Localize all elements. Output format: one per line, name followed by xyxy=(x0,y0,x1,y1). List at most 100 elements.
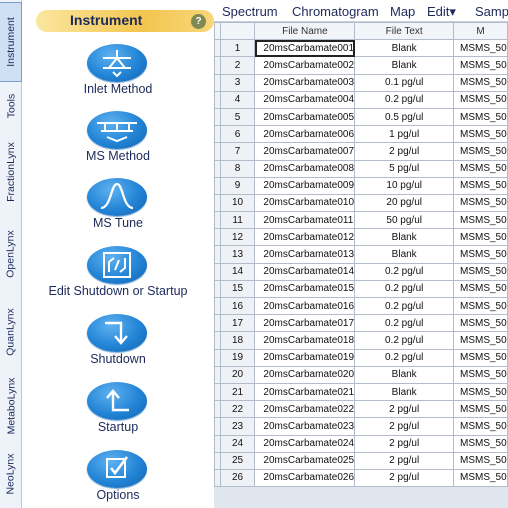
file-name-cell[interactable]: 20msCarbamate019 xyxy=(254,348,356,367)
menu-edit[interactable]: Edit▾ xyxy=(427,4,456,19)
table-row[interactable]: 20 20msCarbamate020 Blank MSMS_50 xyxy=(214,365,508,384)
file-text-cell[interactable]: 2 pg/ul xyxy=(354,417,454,436)
table-row[interactable]: 22 20msCarbamate022 2 pg/ul MSMS_50 xyxy=(214,400,508,419)
file-name-cell[interactable]: 20msCarbamate016 xyxy=(254,296,356,316)
table-row[interactable]: 14 20msCarbamate014 0.2 pg/ul MSMS_50 xyxy=(214,262,508,281)
row-number-cell[interactable]: 3 xyxy=(219,73,256,92)
ms-file-cell[interactable]: MSMS_50 xyxy=(452,451,508,470)
file-text-cell[interactable]: 5 pg/ul xyxy=(354,159,454,178)
table-row[interactable]: 6 20msCarbamate006 1 pg/ul MSMS_50 xyxy=(214,125,508,144)
row-number-cell[interactable]: 23 xyxy=(219,417,256,436)
shutdown-button[interactable]: Shutdown xyxy=(22,314,214,370)
file-name-cell[interactable]: 20msCarbamate021 xyxy=(254,382,356,402)
file-name-cell[interactable]: 20msCarbamate006 xyxy=(254,125,356,144)
file-text-cell[interactable]: 20 pg/ul xyxy=(354,193,454,213)
file-name-cell[interactable]: 20msCarbamate023 xyxy=(254,417,356,436)
ms-file-cell[interactable]: MSMS_50 xyxy=(452,279,508,299)
file-name-cell[interactable]: 20msCarbamate007 xyxy=(254,142,356,161)
file-name-cell[interactable]: 20msCarbamate018 xyxy=(254,331,356,350)
inlet-method-button[interactable]: Inlet Method xyxy=(22,44,214,100)
row-number-cell[interactable]: 16 xyxy=(219,296,256,316)
tab-quanlynx[interactable]: QuanLynx xyxy=(5,308,18,356)
file-text-cell[interactable]: 1 pg/ul xyxy=(354,125,454,144)
ms-tune-button[interactable]: MS Tune xyxy=(22,178,214,234)
tab-openlynx[interactable]: OpenLynx xyxy=(5,230,18,278)
file-text-cell[interactable]: 2 pg/ul xyxy=(354,400,454,419)
ms-file-cell[interactable]: MSMS_50 xyxy=(452,331,508,350)
table-row[interactable]: 19 20msCarbamate019 0.2 pg/ul MSMS_50 xyxy=(214,348,508,367)
row-number-cell[interactable]: 18 xyxy=(219,331,256,350)
file-name-cell[interactable]: 20msCarbamate017 xyxy=(254,314,356,333)
file-text-cell[interactable]: 0.2 pg/ul xyxy=(354,262,454,281)
ms-file-cell[interactable]: MSMS_50 xyxy=(452,211,508,230)
file-name-cell[interactable]: 20msCarbamate020 xyxy=(254,365,356,384)
row-number-cell[interactable]: 19 xyxy=(219,348,256,367)
row-number-cell[interactable]: 7 xyxy=(219,142,256,161)
table-row[interactable]: 4 20msCarbamate004 0.2 pg/ul MSMS_50 xyxy=(214,90,508,109)
row-number-cell[interactable]: 14 xyxy=(219,262,256,281)
row-number-cell[interactable]: 2 xyxy=(219,56,256,75)
table-row[interactable]: 17 20msCarbamate017 0.2 pg/ul MSMS_50 xyxy=(214,314,508,333)
ms-file-cell[interactable]: MSMS_50 xyxy=(452,193,508,213)
table-row[interactable]: 11 20msCarbamate011 50 pg/ul MSMS_50 xyxy=(214,211,508,230)
file-name-cell[interactable]: 20msCarbamate010 xyxy=(254,193,356,213)
table-row[interactable]: 5 20msCarbamate005 0.5 pg/ul MSMS_50 xyxy=(214,107,508,127)
table-row[interactable]: 7 20msCarbamate007 2 pg/ul MSMS_50 xyxy=(214,142,508,161)
row-number-cell[interactable]: 4 xyxy=(219,90,256,109)
file-name-cell[interactable]: 20msCarbamate013 xyxy=(254,245,356,264)
edit-shutdown-startup-button[interactable]: Edit Shutdown or Startup xyxy=(22,246,214,302)
row-number-cell[interactable]: 1 xyxy=(219,39,256,58)
row-number-cell[interactable]: 20 xyxy=(219,365,256,384)
table-row[interactable]: 18 20msCarbamate018 0.2 pg/ul MSMS_50 xyxy=(214,331,508,350)
file-name-cell[interactable]: 20msCarbamate011 xyxy=(254,211,356,230)
table-row[interactable]: 23 20msCarbamate023 2 pg/ul MSMS_50 xyxy=(214,417,508,436)
table-row[interactable]: 3 20msCarbamate003 0.1 pg/ul MSMS_50 xyxy=(214,73,508,92)
startup-button[interactable]: Startup xyxy=(22,382,214,438)
ms-file-cell[interactable]: MSMS_50 xyxy=(452,400,508,419)
row-number-cell[interactable]: 11 xyxy=(219,211,256,230)
file-name-cell[interactable]: 20msCarbamate015 xyxy=(254,279,356,299)
file-text-cell[interactable]: 0.1 pg/ul xyxy=(354,73,454,92)
row-number-cell[interactable]: 9 xyxy=(219,176,256,195)
file-name-cell[interactable]: 20msCarbamate004 xyxy=(254,90,356,109)
menu-map[interactable]: Map xyxy=(390,4,416,19)
file-name-cell[interactable]: 20msCarbamate003 xyxy=(254,73,356,92)
file-text-cell[interactable]: 2 pg/ul xyxy=(354,468,454,488)
table-row[interactable]: 8 20msCarbamate008 5 pg/ul MSMS_50 xyxy=(214,159,508,178)
ms-file-cell[interactable]: MSMS_50 xyxy=(452,90,508,109)
ms-file-cell[interactable]: MSMS_50 xyxy=(452,382,508,402)
file-name-cell[interactable]: 20msCarbamate001 xyxy=(254,39,356,58)
tab-fractionlynx[interactable]: FractionLynx xyxy=(5,142,17,202)
file-name-cell[interactable]: 20msCarbamate026 xyxy=(254,468,356,488)
row-number-cell[interactable]: 10 xyxy=(219,193,256,213)
table-row[interactable]: 25 20msCarbamate025 2 pg/ul MSMS_50 xyxy=(214,451,508,470)
ms-file-cell[interactable]: MSMS_50 xyxy=(452,296,508,316)
file-text-cell[interactable]: 0.2 pg/ul xyxy=(354,348,454,367)
file-text-cell[interactable]: 0.2 pg/ul xyxy=(354,314,454,333)
help-icon[interactable]: ? xyxy=(191,14,206,29)
table-row[interactable]: 26 20msCarbamate026 2 pg/ul MSMS_50 xyxy=(214,468,508,488)
ms-file-cell[interactable]: MSMS_50 xyxy=(452,365,508,384)
ms-file-cell[interactable]: MSMS_50 xyxy=(452,159,508,178)
ms-file-cell[interactable]: MSMS_50 xyxy=(452,417,508,436)
table-row[interactable]: 9 20msCarbamate009 10 pg/ul MSMS_50 xyxy=(214,176,508,195)
tab-instrument[interactable]: Instrument xyxy=(0,2,22,82)
table-row[interactable]: 16 20msCarbamate016 0.2 pg/ul MSMS_50 xyxy=(214,296,508,316)
ms-file-cell[interactable]: MSMS_50 xyxy=(452,39,508,58)
file-text-cell[interactable]: Blank xyxy=(354,228,454,247)
file-name-cell[interactable]: 20msCarbamate024 xyxy=(254,434,356,453)
column-header-number[interactable] xyxy=(219,22,256,41)
file-name-cell[interactable]: 20msCarbamate012 xyxy=(254,228,356,247)
table-row[interactable]: 15 20msCarbamate015 0.2 pg/ul MSMS_50 xyxy=(214,279,508,299)
row-number-cell[interactable]: 15 xyxy=(219,279,256,299)
file-text-cell[interactable]: Blank xyxy=(354,56,454,75)
column-header-file-text[interactable]: File Text xyxy=(354,22,454,41)
file-text-cell[interactable]: 0.2 pg/ul xyxy=(354,279,454,299)
menu-sample[interactable]: Samp xyxy=(475,4,508,19)
table-row[interactable]: 13 20msCarbamate013 Blank MSMS_50 xyxy=(214,245,508,264)
file-text-cell[interactable]: 10 pg/ul xyxy=(354,176,454,195)
column-header-ms[interactable]: M xyxy=(452,22,508,41)
tab-tools[interactable]: Tools xyxy=(5,93,18,119)
ms-file-cell[interactable]: MSMS_50 xyxy=(452,434,508,453)
file-text-cell[interactable]: 0.5 pg/ul xyxy=(354,107,454,127)
